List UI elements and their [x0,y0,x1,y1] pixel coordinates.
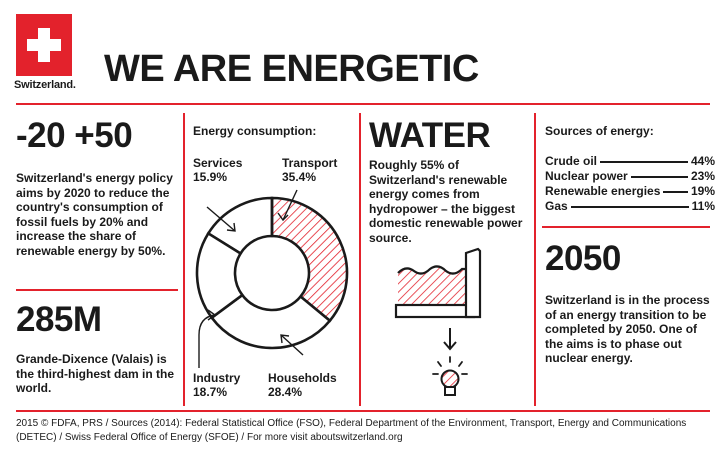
footer-line: (DETEC) / Swiss Federal Office of Energy… [16,432,403,443]
donut-segment-transport [270,196,349,323]
page-title: WE ARE ENERGETIC [104,48,479,90]
logo-text: Switzerland. [14,79,76,91]
column-divider [534,113,536,406]
footer-credits: 2015 © FDFA, PRS / Sources (2014): Feder… [16,417,716,445]
source-row-renewable: Renewable energies 19% [545,184,715,198]
dam-icon [394,247,482,319]
column-divider [183,113,185,406]
water-text: Roughly 55% of Switzerland's renewable e… [369,158,523,245]
footer-line: 2015 © FDFA, PRS / Sources (2014): Feder… [16,418,687,429]
segment-label-services: Services 15.9% [193,156,243,184]
section-divider [16,289,178,291]
transition-text: Switzerland is in the process of an ener… [545,293,710,365]
dam-headline: 285M [16,300,102,339]
column-divider [359,113,361,406]
water-headline: WATER [369,116,491,155]
source-row-crude-oil: Crude oil 44% [545,154,715,168]
policy-headline: -20 +50 [16,116,133,155]
source-row-gas: Gas 11% [545,199,715,213]
arrow-down-icon [443,328,457,351]
transition-headline: 2050 [545,239,621,278]
swiss-cross-icon [27,28,61,62]
energy-consumption-donut-chart [195,189,349,368]
donut-segment-industry [195,231,245,320]
leader-arrows [198,189,304,368]
footer-divider [16,410,710,412]
donut-segment-households [209,293,332,350]
header-divider [16,103,710,105]
source-row-nuclear: Nuclear power 23% [545,169,715,183]
sources-list: Crude oil 44% Nuclear power 23% Renewable … [545,154,715,218]
segment-label-industry: Industry 18.7% [193,371,241,399]
sources-title: Sources of energy: [545,124,654,138]
dam-text: Grande-Dixence (Valais) is the third-hig… [16,352,174,395]
swiss-flag-logo [16,14,72,76]
segment-label-transport: Transport 35.4% [282,156,338,184]
policy-text: Switzerland's energy policy aims by 2020… [16,171,173,258]
segment-label-households: Households 28.4% [268,371,337,399]
section-divider [542,226,710,228]
light-bulb-icon [432,356,468,396]
consumption-title: Energy consumption: [193,124,317,138]
